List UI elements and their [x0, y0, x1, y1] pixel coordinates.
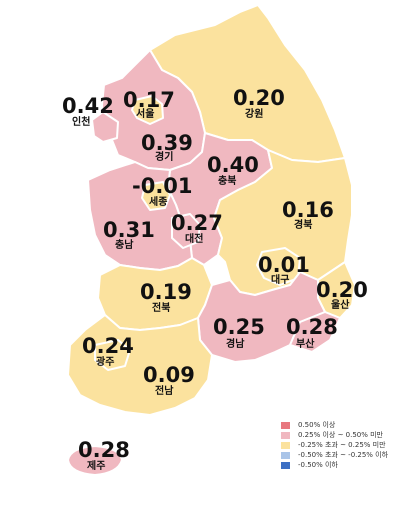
value-gangwon: 0.20 — [233, 86, 285, 110]
name-incheon: 인천 — [72, 117, 91, 128]
region-daegu — [256, 247, 301, 286]
region-seoul — [131, 95, 164, 125]
region-gwangju — [94, 339, 131, 371]
value-jeonnam: 0.09 — [143, 363, 195, 387]
legend-label: 0.25% 이상 ~ 0.50% 미만 — [298, 431, 384, 439]
legend-item: -0.25% 초과 ~ 0.25% 미만 — [281, 440, 415, 450]
legend-swatch — [281, 421, 290, 429]
name-sejong: 세종 — [149, 197, 168, 208]
region-jeju — [67, 445, 123, 476]
value-daejeon: 0.27 — [171, 211, 223, 235]
legend-label: -0.25% 초과 ~ 0.25% 미만 — [298, 441, 386, 449]
name-gyeongbuk: 경북 — [294, 220, 313, 231]
legend-label: -0.50% 이하 — [298, 461, 338, 469]
region-gyeongnam — [197, 271, 326, 363]
region-incheon — [91, 111, 119, 143]
name-chungnam: 충남 — [115, 240, 134, 251]
name-gangwon: 강원 — [245, 109, 264, 120]
legend-label: 0.50% 이상 — [298, 421, 336, 429]
region-jeonnam — [67, 314, 213, 416]
value-jeonbuk: 0.19 — [140, 280, 192, 304]
legend-item: -0.50% 이하 — [281, 460, 415, 470]
name-jeonnam: 전남 — [155, 386, 174, 397]
name-gyeongnam: 경남 — [226, 339, 245, 350]
value-ulsan: 0.20 — [316, 278, 368, 302]
value-busan: 0.28 — [286, 315, 338, 339]
legend-item: 0.25% 이상 ~ 0.50% 미만 — [281, 430, 415, 440]
name-gyeonggi: 경기 — [155, 152, 174, 163]
name-chungbuk: 충북 — [218, 176, 237, 187]
legend: 0.50% 이상 0.25% 이상 ~ 0.50% 미만 -0.25% 초과 ~… — [281, 420, 415, 470]
value-chungbuk: 0.40 — [207, 153, 259, 177]
legend-swatch — [281, 431, 290, 439]
region-sejong — [141, 181, 171, 211]
value-sejong: -0.01 — [132, 174, 193, 198]
value-incheon: 0.42 — [62, 94, 114, 118]
legend-swatch — [281, 451, 290, 459]
name-seoul: 서울 — [136, 109, 155, 120]
region-daejeon — [171, 213, 201, 249]
region-busan — [289, 311, 341, 353]
name-gwangju: 광주 — [96, 357, 115, 368]
name-ulsan: 울산 — [331, 300, 350, 311]
value-jeju: 0.28 — [78, 438, 130, 462]
value-gwangju: 0.24 — [82, 334, 134, 358]
name-daegu: 대구 — [271, 275, 290, 286]
legend-swatch — [281, 441, 290, 449]
value-seoul: 0.17 — [123, 88, 175, 112]
legend-swatch — [281, 461, 290, 469]
name-busan: 부산 — [296, 339, 315, 350]
value-gyeonggi: 0.39 — [141, 131, 193, 155]
name-jeonbuk: 전북 — [152, 303, 171, 314]
name-jeju: 제주 — [87, 461, 106, 472]
value-chungnam: 0.31 — [103, 218, 155, 242]
value-gyeongbuk: 0.16 — [282, 198, 334, 222]
value-gyeongnam: 0.25 — [213, 315, 265, 339]
legend-item: 0.50% 이상 — [281, 420, 415, 430]
legend-label: -0.50% 초과 ~ -0.25% 이하 — [298, 451, 389, 459]
legend-item: -0.50% 초과 ~ -0.25% 이하 — [281, 450, 415, 460]
value-daegu: 0.01 — [258, 253, 310, 277]
name-daejeon: 대전 — [185, 234, 204, 245]
